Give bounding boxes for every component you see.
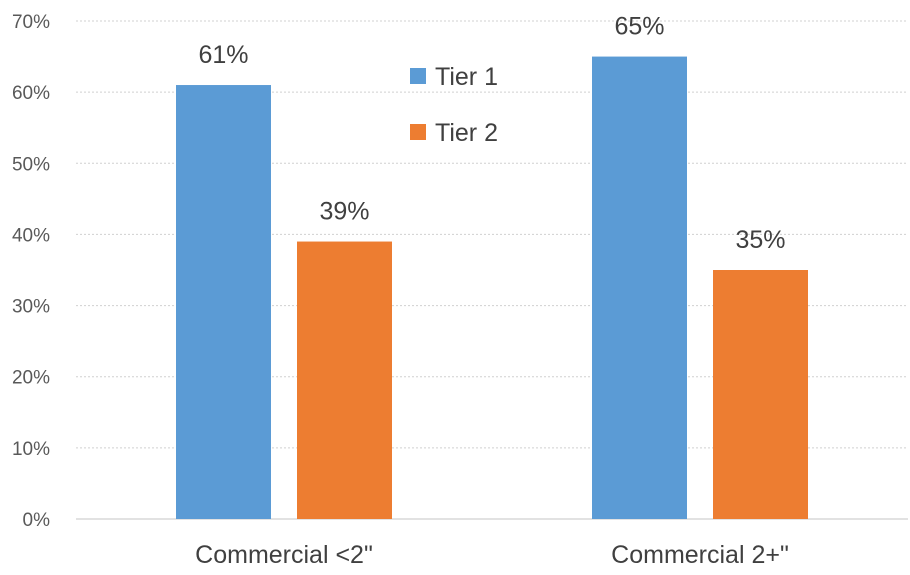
y-tick-label: 30%: [12, 297, 50, 318]
y-tick-label: 60%: [12, 83, 50, 104]
legend: Tier 1 Tier 2: [410, 63, 498, 147]
bar-tier-1-1: [176, 85, 271, 520]
bar-tier-1-2: [592, 56, 687, 519]
data-label: 35%: [735, 226, 785, 254]
y-tick-label: 10%: [12, 439, 50, 460]
data-label: 61%: [198, 41, 248, 69]
x-category-label: Commercial <2": [195, 541, 373, 569]
legend-swatch-tier-2: [410, 124, 426, 140]
legend-label-tier-1: Tier 1: [435, 63, 498, 91]
legend-label-tier-2: Tier 2: [435, 119, 498, 147]
y-tick-label: 20%: [12, 368, 50, 389]
y-tick-label: 50%: [12, 154, 50, 175]
bars: [176, 56, 808, 520]
y-tick-label: 0%: [23, 510, 51, 531]
x-category-label: Commercial 2+": [611, 541, 789, 569]
data-label: 39%: [319, 198, 369, 226]
legend-swatch-tier-1: [410, 68, 426, 84]
data-label: 65%: [614, 13, 664, 41]
bar-tier-2-2: [713, 270, 808, 519]
bar-tier-2-1: [297, 241, 392, 520]
data-labels: 61% 39% 65% 35%: [198, 13, 785, 254]
y-axis-tick-labels: 0% 10% 20% 30% 40% 50% 60% 70%: [12, 12, 50, 531]
y-tick-label: 40%: [12, 225, 50, 246]
y-tick-label: 70%: [12, 12, 50, 33]
x-axis-category-labels: Commercial <2" Commercial 2+": [195, 541, 789, 569]
